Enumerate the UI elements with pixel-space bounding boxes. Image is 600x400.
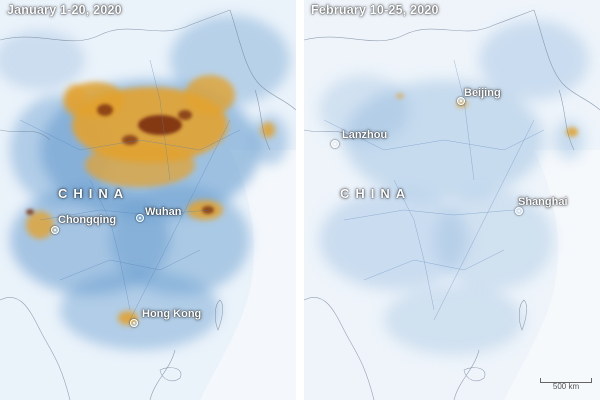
city-marker-hong-kong: [130, 319, 138, 327]
country-label-china: CHINA: [58, 186, 130, 201]
city-label-wuhan: Wuhan: [145, 206, 182, 218]
panel-february: February 10-25, 2020 CHINA Beijing Lanzh…: [304, 0, 600, 400]
scale-bar: 500 km: [538, 374, 594, 392]
panel-january: January 1-20, 2020 CHINA Chongqing Wuhan…: [0, 0, 296, 400]
map-february: [304, 0, 600, 400]
city-label-shanghai: Shanghai: [518, 196, 568, 208]
panel-title-january: January 1-20, 2020: [7, 3, 122, 17]
city-label-beijing: Beijing: [464, 87, 501, 99]
map-january: [0, 0, 296, 400]
city-marker-wuhan: [136, 214, 144, 222]
city-marker-chongqing: [51, 226, 59, 234]
panel-title-february: February 10-25, 2020: [311, 3, 439, 17]
city-marker-lanzhou: [331, 140, 339, 148]
city-label-lanzhou: Lanzhou: [342, 129, 388, 141]
city-marker-beijing: [457, 97, 465, 105]
scale-bar-line: [540, 378, 592, 383]
scale-bar-label: 500 km: [552, 382, 580, 391]
road-network: [19, 59, 241, 321]
sea-area: [200, 150, 296, 400]
map-lines: [0, 9, 296, 400]
road-network: [323, 59, 545, 321]
city-marker-shanghai: [515, 207, 523, 215]
map-lines: [304, 9, 600, 400]
sea-area: [504, 150, 600, 400]
city-label-chongqing: Chongqing: [58, 214, 117, 226]
city-label-hong-kong: Hong Kong: [142, 308, 202, 320]
country-label-china: CHINA: [340, 186, 412, 201]
